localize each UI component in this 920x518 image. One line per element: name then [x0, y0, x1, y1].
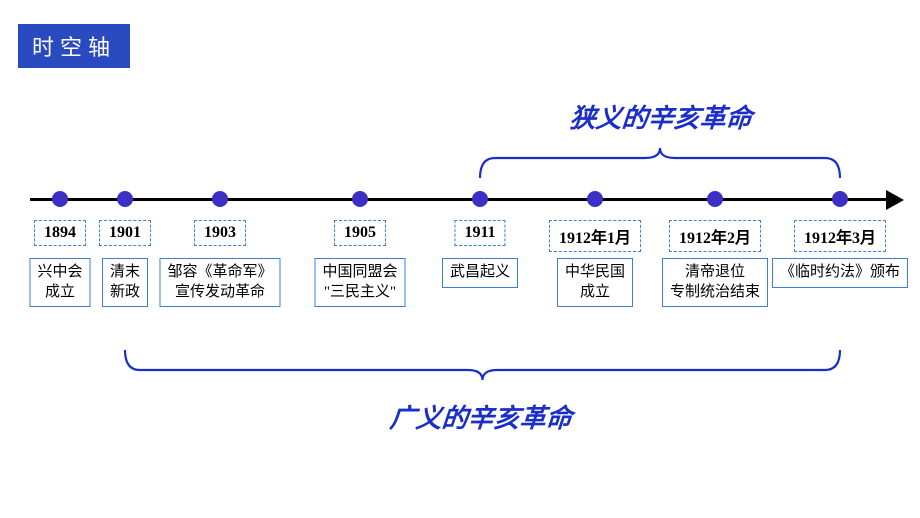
year-label: 1905 [334, 220, 386, 246]
page-title: 时空轴 [18, 24, 130, 68]
event-label: 中华民国 成立 [557, 258, 633, 307]
timeline-dot [352, 191, 368, 207]
event-label: 邹容《革命军》 宣传发动革命 [159, 258, 280, 307]
timeline-dot [212, 191, 228, 207]
event-label: 中国同盟会 "三民主义" [314, 258, 405, 307]
event-label: 清末 新政 [102, 258, 148, 307]
timeline-dot [472, 191, 488, 207]
timeline-dot [52, 191, 68, 207]
year-label: 1912年1月 [549, 220, 641, 252]
year-label: 1903 [194, 220, 246, 246]
timeline-dot [587, 191, 603, 207]
year-label: 1894 [34, 220, 86, 246]
top-brace-label: 狭义的辛亥革命 [568, 98, 753, 135]
bottom-brace-icon [0, 340, 920, 400]
event-label: 兴中会 成立 [29, 258, 90, 307]
year-label: 1912年3月 [794, 220, 886, 252]
bottom-brace-label: 广义的辛亥革命 [388, 398, 573, 435]
timeline-dot [117, 191, 133, 207]
event-label: 《临时约法》颁布 [772, 258, 908, 288]
timeline-dot [707, 191, 723, 207]
year-label: 1912年2月 [669, 220, 761, 252]
year-label: 1901 [99, 220, 151, 246]
event-label: 清帝退位 专制统治结束 [662, 258, 768, 307]
arrow-head-icon [886, 190, 904, 210]
timeline-axis [30, 198, 890, 201]
top-brace-icon [0, 128, 920, 188]
year-label: 1911 [454, 220, 505, 246]
timeline-dot [832, 191, 848, 207]
event-label: 武昌起义 [442, 258, 518, 288]
